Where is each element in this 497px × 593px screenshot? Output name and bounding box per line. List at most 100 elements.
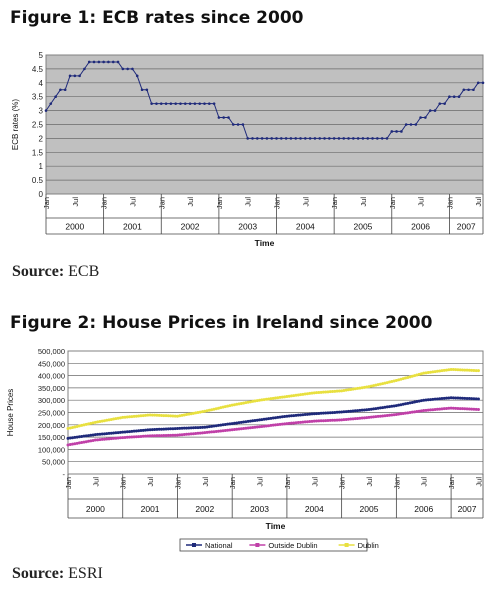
series-national-point [137,429,141,433]
series-national-point [235,421,239,425]
series-national-point [305,412,309,416]
x-month-label: Jul [71,197,80,207]
series-national-point [214,424,218,428]
series-national-point [173,427,177,431]
series-dublin-point [189,412,193,416]
series-national-point [274,416,278,420]
series-dublin-point [392,379,396,383]
year-label: 2005 [360,504,379,514]
series-national-point [134,429,138,433]
y-tick-label: 100,000 [38,445,65,454]
series-point [83,67,86,71]
series-national-point [230,422,234,426]
series-national-point [203,425,207,429]
y-tick-label: 1 [39,162,44,171]
series-dublin-point [276,396,280,400]
series-dublin-point [267,397,271,401]
series-outside-dublin-point [210,430,214,434]
series-dublin-point [242,401,246,405]
series-outside-dublin-point [308,420,312,424]
series-dublin-point [399,377,403,381]
series-national-point [301,413,305,417]
series-dublin-point [230,403,234,407]
series-outside-dublin-point [303,420,307,424]
series-dublin-point [235,402,239,406]
series-national-point [148,428,152,432]
series-outside-dublin-point [451,406,455,410]
series-point [164,102,168,105]
series-point [174,102,177,105]
y-tick-label: 2 [39,134,44,143]
series-outside-dublin-point [429,408,433,412]
series-outside-dublin-point [460,407,464,411]
series-dublin-point [424,371,428,375]
series-dublin-point [162,414,166,418]
series-dublin-point [260,398,264,402]
series-dublin-point [458,368,462,372]
series-national-point [271,416,275,420]
series-dublin-point [201,410,205,414]
series-outside-dublin-point [144,434,148,438]
series-national-point [381,406,385,410]
series-outside-dublin-point [205,430,209,434]
series-national-point [308,412,312,416]
series-point [140,88,144,92]
series-national-point [258,418,262,422]
x-month-label: Jan [283,477,292,489]
series-point [356,137,360,140]
series-national-point [77,435,81,439]
legend-label-outside-dublin: Outside Dublin [268,541,317,550]
series-national-point [232,421,236,425]
x-month-label: Jan [445,197,454,209]
series-dublin-point [118,416,122,420]
series-national-point [397,403,401,407]
series-outside-dublin-point [100,437,104,441]
series-outside-dublin-point [476,408,480,412]
year-label: 2002 [195,504,214,514]
series-national-point [68,436,72,440]
series-dublin-point [394,379,398,383]
series-dublin-point [185,413,189,417]
series-dublin-point [383,381,387,385]
series-outside-dublin-point [356,416,360,420]
series-point [289,137,293,140]
series-national-point [342,410,346,414]
series-dublin-point [80,423,84,427]
series-outside-dublin-point [276,423,280,427]
series-national-point [246,419,250,423]
series-point [260,137,264,140]
series-dublin-point [319,390,323,394]
x-month-label: Jan [273,197,282,209]
series-outside-dublin-point [93,438,97,442]
series-national-point [417,399,421,403]
x-month-label: Jan [388,197,397,209]
series-outside-dublin-point [139,434,143,438]
series-outside-dublin-point [283,422,287,426]
figure1-source-label: Source: [12,263,65,280]
series-outside-dublin-point [269,423,273,427]
series-national-point [324,411,328,415]
series-national-point [319,411,323,415]
series-outside-dublin-point [417,409,421,413]
series-dublin-point [107,418,111,422]
series-outside-dublin-point [358,416,362,420]
series-dublin-point [292,394,296,398]
series-dublin-point [287,394,291,398]
series-dublin-point [251,399,255,403]
series-outside-dublin-point [150,434,154,438]
series-point [419,116,422,119]
series-national-point [198,425,202,429]
series-national-point [264,417,268,421]
series-national-point [157,427,161,431]
series-outside-dublin-point [137,435,141,439]
series-national-point [217,423,221,427]
series-national-point [253,418,257,422]
series-national-point [310,412,314,416]
series-national-point [116,431,120,435]
series-outside-dublin-point [472,407,476,411]
series-national-point [112,431,116,435]
series-dublin-point [219,406,223,410]
y-tick-label: 4.5 [32,65,44,74]
year-label: 2004 [296,222,315,232]
series-national-point [383,405,387,409]
